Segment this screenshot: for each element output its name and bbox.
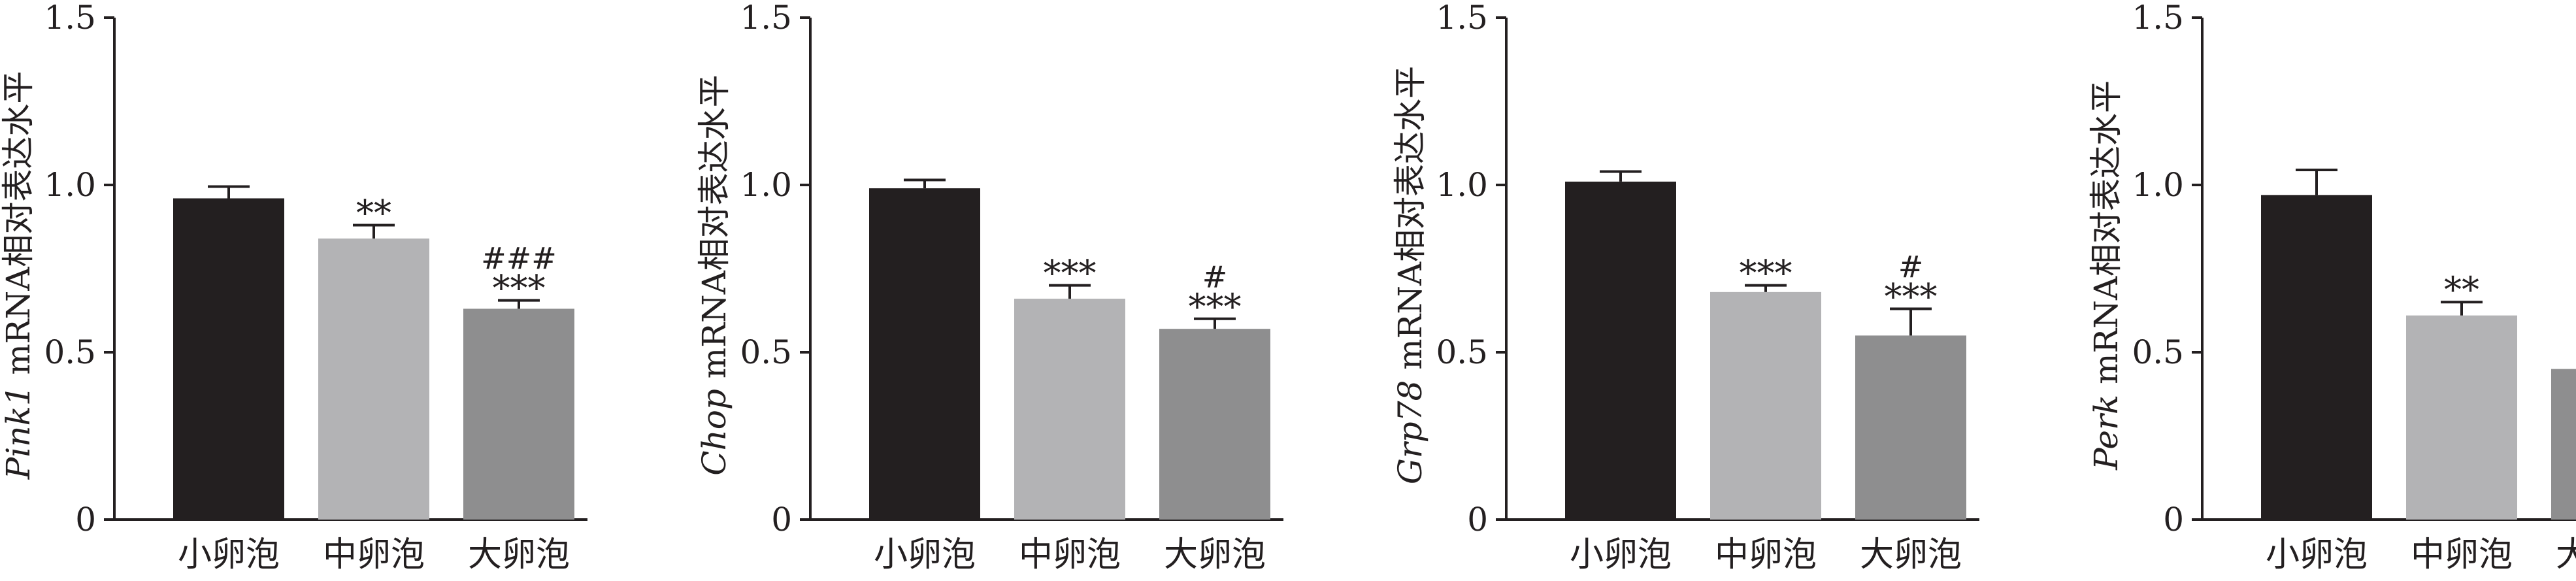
y-axis-label-gene: Grp78 [1391, 380, 1429, 484]
y-axis-label: Grp78 mRNA相对表达水平 [1391, 66, 1429, 484]
x-category-label: 中卵泡 [2411, 535, 2513, 574]
y-tick-label: 1.5 [2132, 0, 2184, 37]
bar [1014, 299, 1125, 520]
significance-hash: # [1898, 249, 1924, 284]
bar [869, 188, 980, 520]
y-axis-label-rest: mRNA相对表达水平 [695, 75, 733, 389]
x-category-label: 中卵泡 [323, 535, 425, 574]
y-axis-label: Perk mRNA相对表达水平 [2087, 80, 2125, 471]
significance-stars: ** [2444, 269, 2479, 310]
y-tick-label: 0 [1467, 501, 1488, 539]
bar [1710, 291, 1821, 520]
y-tick-label: 0.5 [740, 333, 792, 371]
bar [1855, 335, 1966, 520]
x-category-label: 小卵泡 [1570, 535, 1672, 574]
bar [173, 198, 284, 520]
y-tick-label: 0.5 [1436, 333, 1488, 371]
significance-stars: *** [1885, 276, 1938, 317]
significance-stars: *** [1189, 286, 1242, 327]
significance-stars: ** [356, 192, 391, 233]
y-tick-label: 0 [771, 501, 792, 539]
bar [2261, 195, 2372, 520]
bar [318, 238, 429, 520]
y-axis-label-rest: mRNA相对表达水平 [1391, 66, 1429, 380]
bar [2551, 369, 2576, 520]
x-category-label: 大卵泡 [1164, 535, 1266, 574]
significance-stars: *** [493, 268, 546, 309]
y-axis-label-gene: Perk [2087, 395, 2125, 471]
y-tick-label: 0 [2163, 501, 2184, 539]
y-tick-label: 1.0 [740, 166, 792, 204]
y-axis-label-rest: mRNA相对表达水平 [0, 71, 37, 386]
y-tick-label: 1.0 [44, 166, 96, 204]
x-category-label: 中卵泡 [1019, 535, 1121, 574]
bar [1565, 181, 1676, 520]
x-category-label: 小卵泡 [2266, 535, 2368, 574]
y-axis-label: Chop mRNA相对表达水平 [695, 75, 733, 475]
x-category-label: 大卵泡 [2556, 535, 2576, 574]
x-category-label: 小卵泡 [874, 535, 976, 574]
significance-hash: # [1202, 259, 1228, 295]
significance-stars: *** [1044, 253, 1097, 294]
x-category-label: 大卵泡 [1860, 535, 1962, 574]
y-axis-label-gene: Pink1 [0, 385, 37, 480]
y-axis-label: Pink1 mRNA相对表达水平 [0, 71, 37, 480]
y-tick-label: 1.0 [2132, 166, 2184, 204]
x-category-label: 大卵泡 [468, 535, 570, 574]
y-tick-label: 1.0 [1436, 166, 1488, 204]
bar [463, 308, 574, 520]
y-tick-label: 1.5 [740, 0, 792, 37]
y-tick-label: 1.5 [1436, 0, 1488, 37]
y-tick-label: 0.5 [44, 333, 96, 371]
y-axis-label-rest: mRNA相对表达水平 [2087, 80, 2125, 395]
y-tick-label: 0 [75, 501, 96, 539]
x-category-label: 中卵泡 [1715, 535, 1817, 574]
y-tick-label: 1.5 [44, 0, 96, 37]
bar [2406, 315, 2517, 520]
y-axis-label-gene: Chop [695, 389, 733, 476]
bar [1159, 329, 1270, 520]
significance-hash: ### [481, 241, 557, 276]
x-category-label: 小卵泡 [178, 535, 280, 574]
y-tick-label: 0.5 [2132, 333, 2184, 371]
significance-stars: *** [1740, 253, 1792, 294]
